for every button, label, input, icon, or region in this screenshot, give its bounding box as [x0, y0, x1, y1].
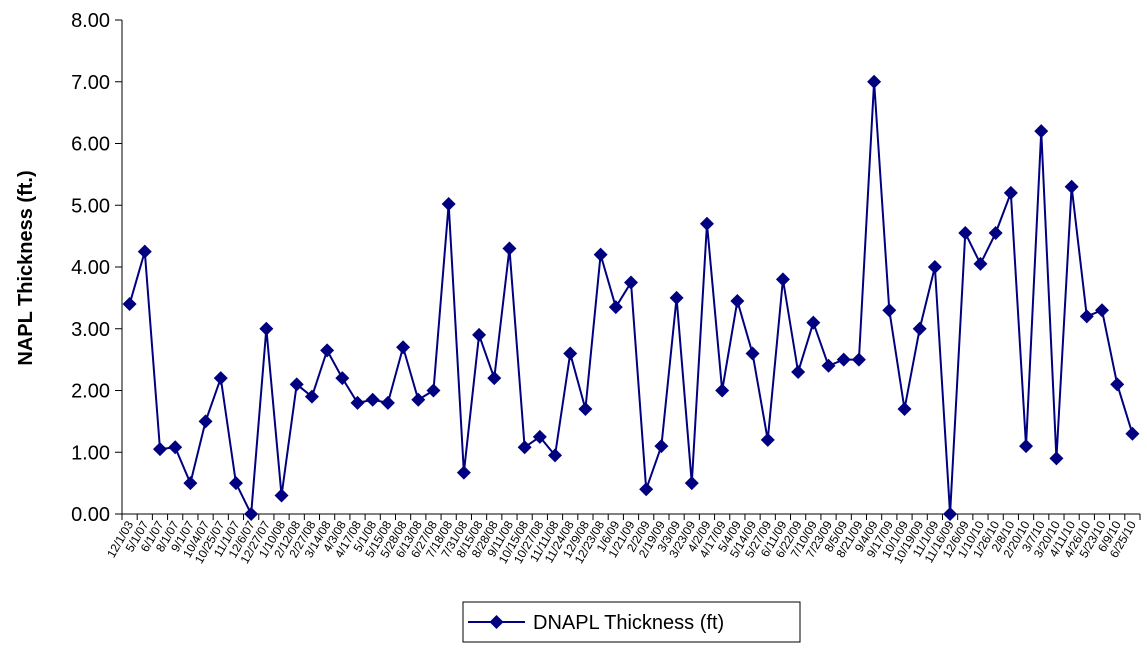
data-point-marker [760, 432, 775, 447]
data-point-marker [517, 440, 532, 455]
data-point-marker [745, 346, 760, 361]
legend-label: DNAPL Thickness (ft) [533, 612, 724, 634]
data-point-marker [548, 448, 563, 463]
data-point-marker [426, 383, 441, 398]
data-point-marker [730, 293, 745, 308]
data-point-marker [396, 340, 411, 355]
data-point-marker [456, 465, 471, 480]
legend-marker-icon [489, 615, 504, 629]
data-point-marker [441, 197, 456, 212]
data-point-marker [624, 275, 638, 290]
y-axis: 0.00 1.00 2.00 3.00 4.00 5.00 6.00 7.00 8.00 [71, 10, 123, 526]
data-point-marker [1079, 309, 1094, 324]
x-axis: 12/1/035/1/076/1/078/1/079/1/0710/4/0710… [104, 513, 1141, 566]
data-point-marker [274, 488, 289, 503]
data-point-marker [1003, 185, 1018, 200]
data-point-marker [836, 352, 851, 367]
data-point-marker [639, 482, 654, 497]
y-tick-label: 5.00 [71, 195, 110, 217]
data-point-marker [152, 442, 167, 457]
data-point-marker [1095, 303, 1110, 318]
data-point-marker [502, 241, 517, 256]
data-point-marker [791, 364, 806, 379]
data-point-marker [213, 371, 228, 386]
data-point-marker [1019, 439, 1034, 454]
y-axis-title: NAPL Thickness (ft.) [15, 170, 37, 365]
data-point-marker [775, 272, 790, 287]
data-point-marker [198, 414, 213, 429]
data-point-marker [973, 256, 988, 271]
series-line [128, 81, 1134, 518]
data-point-marker [137, 244, 152, 259]
data-point-marker [669, 290, 684, 305]
data-point-marker [608, 300, 623, 315]
data-point-marker [684, 476, 699, 491]
data-point-marker [380, 395, 395, 410]
y-tick-label: 8.00 [71, 10, 110, 32]
data-point-marker [851, 352, 866, 367]
data-point-marker [532, 429, 547, 444]
data-point-marker [365, 392, 380, 407]
data-point-marker [806, 315, 821, 330]
data-point-marker [1064, 179, 1079, 194]
y-tick-label: 3.00 [71, 319, 110, 341]
y-tick-label: 4.00 [71, 257, 110, 279]
data-point-marker [563, 346, 578, 361]
data-point-marker [958, 226, 973, 241]
data-point-marker [320, 343, 335, 358]
data-point-marker [943, 507, 958, 521]
data-point-marker [988, 226, 1003, 241]
y-tick-label: 2.00 [71, 381, 110, 403]
legend: DNAPL Thickness (ft) [462, 601, 801, 643]
data-point-marker [350, 395, 365, 410]
data-point-marker [289, 377, 304, 392]
data-point-marker [122, 297, 137, 312]
data-point-marker [1049, 451, 1064, 466]
y-tick-label: 1.00 [71, 442, 110, 464]
data-point-marker [715, 383, 730, 398]
data-point-marker [867, 74, 882, 89]
data-point-marker [411, 392, 426, 407]
data-point-marker [335, 371, 350, 386]
data-point-marker [821, 358, 836, 373]
data-point-marker [168, 440, 183, 455]
data-point-marker [654, 439, 669, 454]
data-point-marker [1110, 377, 1125, 392]
data-point-marker [882, 303, 897, 318]
data-point-marker [304, 389, 319, 404]
data-point-marker [593, 247, 608, 262]
data-point-marker [244, 507, 259, 521]
data-point-marker [472, 327, 487, 342]
data-point-marker [897, 402, 912, 417]
y-tick-label: 6.00 [71, 134, 110, 156]
y-tick-label: 0.00 [71, 504, 110, 526]
data-point-marker [259, 321, 274, 336]
data-point-marker [927, 260, 942, 274]
data-point-marker [912, 321, 927, 336]
series-dnapl-thickness [122, 74, 1140, 521]
data-point-marker [487, 371, 502, 386]
data-point-marker [578, 402, 593, 417]
y-tick-label: 7.00 [71, 72, 110, 94]
data-point-marker [228, 476, 243, 491]
data-point-marker [1034, 124, 1049, 139]
data-point-marker [1125, 426, 1140, 441]
data-point-marker [699, 216, 714, 231]
data-point-marker [183, 476, 198, 491]
